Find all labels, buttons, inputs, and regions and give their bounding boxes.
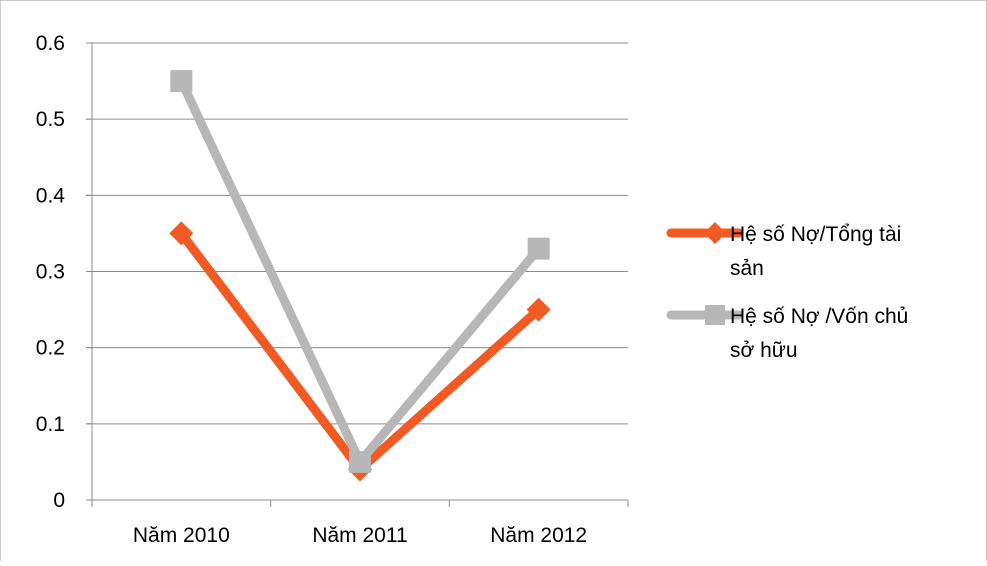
data-point-marker: [170, 70, 193, 93]
data-point-marker: [526, 297, 551, 322]
legend-item: Hệ số Nợ/Tổng tài sản: [666, 222, 901, 280]
gridlines: [86, 42, 628, 425]
legend-label: Hệ số Nợ/Tổng tài: [730, 223, 901, 246]
axes: [86, 42, 629, 507]
y-tick-labels: 0 0.1 0.2 0.3 0.4 0.5 0.6: [36, 32, 66, 512]
x-tick-labels: Năm 2010 Năm 2011 Năm 2012: [133, 524, 587, 547]
data-point-marker: [527, 237, 550, 260]
y-tick-label: 0.2: [36, 337, 65, 360]
series-1: [169, 221, 551, 482]
y-tick-label: 0.1: [36, 413, 65, 436]
series-lines: [169, 70, 551, 482]
y-tick-label: 0.4: [36, 184, 66, 207]
legend-swatch-marker: [705, 305, 725, 325]
x-tick-label: Năm 2012: [490, 524, 587, 547]
y-tick-label: 0: [53, 489, 65, 512]
legend-label: sở hữu: [730, 339, 798, 362]
legend-swatch-marker: [704, 222, 726, 244]
legend-item: Hệ số Nợ /Vốn chủ sở hữu: [666, 305, 908, 362]
series-line: [176, 228, 544, 475]
y-tick-label: 0.3: [36, 261, 65, 284]
y-tick-label: 0.5: [36, 108, 65, 131]
legend: Hệ số Nợ/Tổng tài sản Hệ số Nợ /Vốn chủ sở …: [666, 222, 908, 362]
legend-label: Hệ số Nợ /Vốn chủ: [730, 305, 908, 328]
x-tick-label: Năm 2010: [133, 524, 230, 547]
data-point-marker: [169, 221, 194, 246]
series-2: [170, 70, 550, 473]
legend-label: sản: [730, 257, 764, 280]
x-tick-label: Năm 2011: [312, 524, 407, 547]
data-point-marker: [349, 450, 371, 473]
y-tick-label: 0.6: [36, 32, 65, 55]
